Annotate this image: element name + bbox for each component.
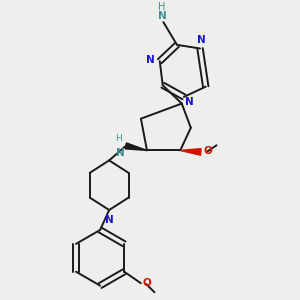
Text: H: H	[116, 134, 122, 143]
Text: N: N	[146, 55, 154, 65]
Text: O: O	[142, 278, 152, 288]
Polygon shape	[180, 148, 201, 155]
Text: N: N	[185, 97, 194, 107]
Text: N: N	[197, 35, 206, 45]
Text: O: O	[203, 146, 212, 156]
Text: H: H	[158, 2, 166, 12]
Polygon shape	[125, 143, 147, 150]
Text: N: N	[116, 148, 124, 158]
Text: N: N	[158, 11, 166, 21]
Text: N: N	[105, 215, 113, 225]
